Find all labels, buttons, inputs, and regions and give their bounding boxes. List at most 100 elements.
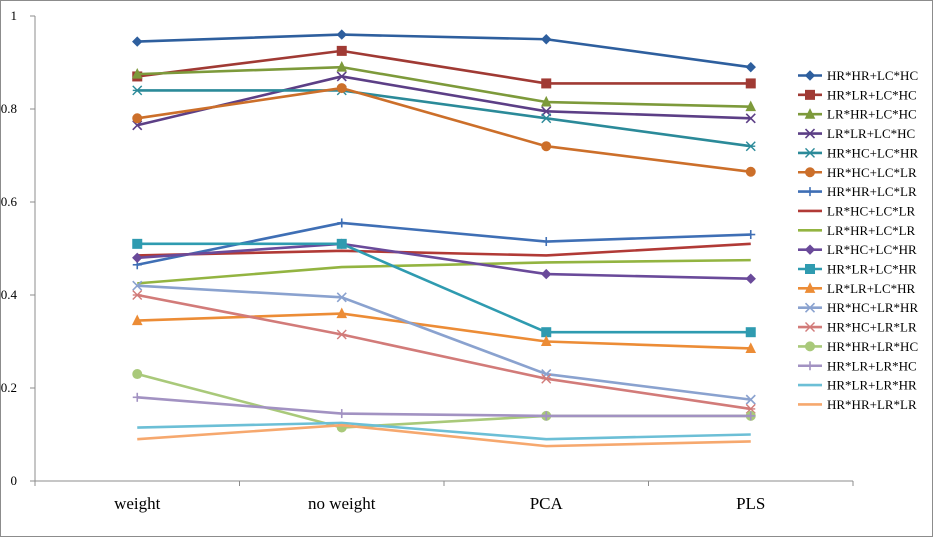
legend-label: HR*HR+LR*LR (827, 397, 917, 412)
data-point (337, 409, 347, 419)
series-line (137, 89, 751, 148)
series-line (137, 242, 751, 281)
legend-entry: HR*HR+LR*LR (798, 397, 917, 412)
series-12 (131, 307, 757, 353)
legend-entry: LR*LR+LC*HR (798, 281, 916, 296)
y-tick-label: 0.8 (1, 101, 17, 116)
legend-label: LR*HC+LC*LR (827, 203, 916, 218)
legend-entry: HR*HC+LC*LR (798, 165, 917, 180)
data-point (540, 335, 552, 346)
data-point (540, 95, 552, 107)
legend-label: HR*LR+LC*HR (827, 262, 917, 277)
legend-marker (804, 282, 816, 293)
legend-label: LR*HC+LC*HR (827, 242, 917, 257)
series-11 (132, 238, 756, 338)
legend-label: LR*LR+LC*HR (827, 281, 916, 296)
data-point (131, 314, 143, 326)
data-point (745, 61, 756, 73)
legend-entry: HR*HR+LR*HC (798, 339, 918, 354)
series-line (137, 242, 751, 334)
legend-entry: LR*HC+LC*LR (798, 203, 916, 218)
data-point (745, 166, 756, 177)
legend-label: HR*HR+LC*LR (827, 184, 917, 199)
data-point (541, 327, 552, 338)
legend-marker (804, 302, 816, 313)
data-point (745, 141, 756, 152)
series-line (137, 86, 751, 174)
series-6 (132, 83, 756, 177)
series-13 (132, 280, 756, 405)
legend-entry: HR*HR+LC*HC (798, 68, 918, 83)
legend-entry: HR*LR+LR*HR (798, 378, 917, 393)
series-4 (132, 71, 756, 131)
legend-entry: HR*HC+LR*HR (798, 300, 918, 315)
data-point (745, 327, 756, 338)
series-line (136, 75, 751, 127)
x-category-label: PLS (736, 494, 765, 513)
data-point (336, 29, 347, 40)
legend-marker (805, 361, 815, 371)
data-point (541, 113, 552, 124)
y-tick-label: 0 (11, 473, 18, 488)
series-line (137, 284, 751, 401)
legend-entry: LR*HR+LC*HC (798, 107, 917, 122)
legend-entry: HR*HC+LC*HR (798, 145, 918, 160)
data-point (132, 252, 143, 264)
data-point (745, 342, 757, 353)
data-point (541, 268, 552, 280)
series-3 (131, 61, 757, 112)
legend-label: HR*LR+LR*HR (827, 378, 917, 393)
series-line (137, 49, 751, 85)
legend-entry: HR*HC+LR*LR (798, 320, 917, 335)
data-point (132, 36, 143, 47)
series-line (137, 396, 751, 418)
series-17 (137, 421, 751, 441)
data-point (336, 307, 348, 319)
legend-entry: LR*HR+LC*LR (798, 223, 916, 238)
data-point (336, 61, 348, 72)
data-point (132, 280, 143, 291)
data-point (746, 411, 756, 421)
series-line (137, 421, 751, 441)
legend-marker (805, 187, 815, 197)
legend-entry: LR*LR+LC*HC (798, 126, 915, 141)
legend-entry: LR*HC+LC*HR (798, 242, 917, 257)
y-tick-label: 1 (11, 8, 18, 23)
legend-marker (804, 244, 816, 255)
legend-marker (804, 128, 816, 139)
series-16 (132, 392, 756, 421)
data-point (132, 369, 143, 380)
series-line (137, 258, 751, 285)
series-line (137, 423, 751, 448)
y-tick-label: 0.4 (1, 287, 18, 302)
data-point (336, 83, 347, 94)
series-line (137, 65, 751, 108)
series-10 (132, 238, 756, 284)
series-line (137, 312, 751, 350)
legend-marker (805, 264, 815, 274)
series-line (137, 242, 751, 257)
data-point (541, 373, 552, 384)
series-15 (132, 369, 756, 433)
data-point (132, 392, 142, 402)
series-2 (132, 45, 756, 89)
data-point (745, 394, 756, 405)
y-tick-label: 0.2 (1, 380, 17, 395)
data-point (745, 113, 756, 124)
data-point (336, 71, 347, 82)
data-point (541, 34, 552, 45)
legend-marker (805, 89, 815, 100)
legend-label: HR*LR+LR*HC (827, 358, 917, 373)
series-14 (132, 290, 756, 414)
legend-marker (805, 167, 815, 178)
series-18 (137, 423, 751, 448)
series-5 (132, 85, 756, 152)
legend-marker (805, 147, 815, 158)
y-tick-label: 0.6 (1, 194, 18, 209)
data-point (131, 68, 143, 79)
data-point (745, 100, 757, 112)
series-8 (137, 242, 751, 257)
legend-marker (805, 341, 815, 352)
data-point (745, 273, 756, 284)
legend-label: HR*HC+LC*HR (827, 145, 918, 160)
